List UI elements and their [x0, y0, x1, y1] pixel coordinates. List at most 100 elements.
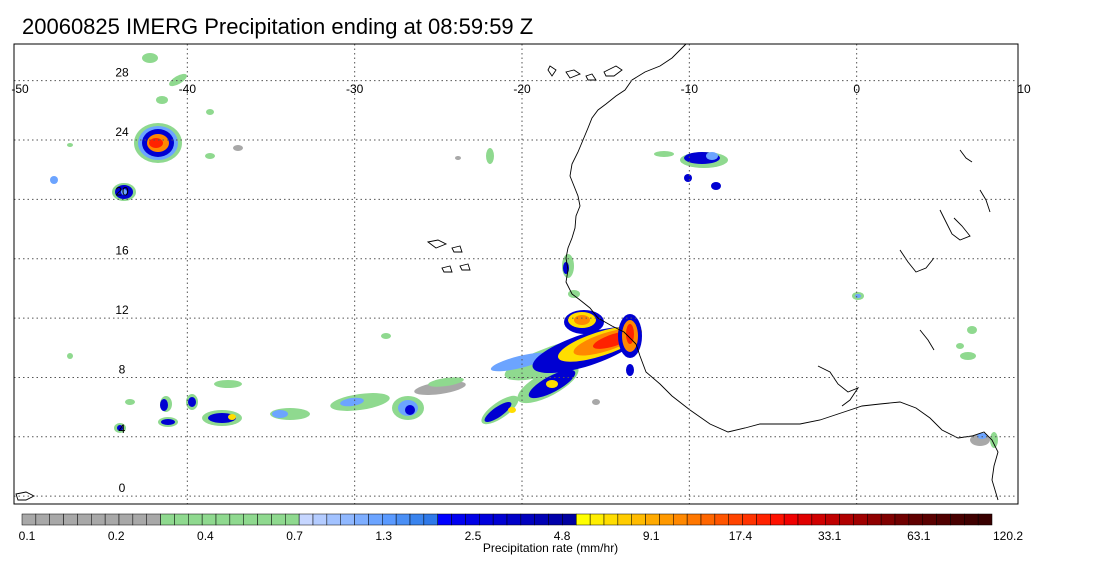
colorbar-box — [312, 513, 328, 526]
precip-cell — [161, 419, 175, 425]
colorbar-box — [867, 513, 882, 526]
precip-cell — [121, 189, 127, 195]
precip-cell — [233, 145, 243, 151]
precip-cell — [960, 352, 976, 360]
lon-tick-label: -10 — [681, 82, 699, 96]
colorbar-box — [728, 513, 743, 526]
colorbar-box — [880, 513, 896, 526]
coastline — [459, 263, 471, 271]
coastline — [959, 149, 973, 163]
colorbar-box — [534, 513, 549, 526]
colorbar-box — [160, 513, 175, 526]
colorbar-label: 2.5 — [465, 529, 482, 543]
colorbar-box — [908, 513, 923, 526]
colorbar-box — [354, 513, 369, 526]
colorbar-box — [340, 513, 355, 526]
colorbar-box — [21, 513, 37, 526]
precip-cell — [967, 326, 977, 334]
coastline — [979, 189, 991, 213]
coastline — [585, 73, 597, 81]
precip-cell — [214, 380, 242, 388]
lon-tick-label: -40 — [179, 82, 197, 96]
coastline — [441, 265, 453, 273]
colorbar-label: 63.1 — [907, 529, 931, 543]
colorbar-box — [673, 513, 688, 526]
precip-cell — [592, 399, 600, 405]
colorbar-box — [977, 513, 993, 526]
precipitation-layer — [50, 53, 998, 448]
precip-cell — [428, 377, 464, 387]
precip-cell — [160, 399, 168, 411]
precip-cell — [272, 410, 288, 418]
colorbar-box — [770, 513, 785, 526]
colorbar-box — [257, 513, 272, 526]
coastline — [451, 245, 463, 253]
colorbar-label: 0.2 — [108, 529, 125, 543]
precip-cell — [706, 152, 718, 160]
precip-cell — [956, 343, 964, 349]
precip-cell — [711, 182, 721, 190]
colorbar-box — [964, 513, 979, 526]
coastline-layer — [15, 43, 999, 501]
coastline — [547, 65, 557, 77]
colorbar-label: 9.1 — [643, 529, 660, 543]
colorbar-box — [104, 513, 120, 526]
colorbar-box — [714, 513, 729, 526]
lon-tick-label: -20 — [513, 82, 531, 96]
colorbar-box — [298, 513, 314, 526]
lon-tick-label: -50 — [11, 82, 29, 96]
colorbar-label: 1.3 — [375, 529, 392, 543]
colorbar-box — [811, 513, 826, 526]
colorbar-box — [132, 513, 147, 526]
colorbar-box — [506, 513, 522, 526]
colorbar-box — [853, 513, 868, 526]
coastline — [603, 65, 623, 77]
precip-cell — [455, 156, 461, 160]
precip-cell — [508, 407, 516, 413]
colorbar-box — [797, 513, 813, 526]
colorbar-label: 33.1 — [818, 529, 842, 543]
coastline — [15, 491, 36, 501]
colorbar-box — [700, 513, 716, 526]
colorbar-box — [825, 513, 840, 526]
colorbar-boxes — [21, 513, 993, 526]
colorbar-box — [922, 513, 937, 526]
precip-cell — [206, 109, 214, 115]
colorbar-box — [520, 513, 535, 526]
colorbar-box — [756, 513, 771, 526]
lon-tick-label: 10 — [1017, 82, 1031, 96]
precip-cell — [228, 414, 236, 420]
precip-cell — [405, 405, 415, 415]
precip-cell — [684, 174, 692, 182]
precip-cell — [169, 73, 187, 87]
colorbar-box — [118, 513, 134, 526]
colorbar-box — [395, 513, 411, 526]
colorbar-box — [950, 513, 965, 526]
colorbar-box — [631, 513, 646, 526]
lat-tick-label: 4 — [119, 422, 126, 436]
precip-cell — [490, 352, 550, 372]
grid-lines — [14, 44, 1018, 504]
coastline — [817, 365, 860, 407]
precip-cell — [340, 397, 364, 407]
colorbar-box — [603, 513, 619, 526]
colorbar-box — [686, 513, 702, 526]
precip-cell — [125, 399, 135, 405]
lat-tick-label: 28 — [115, 66, 129, 80]
colorbar-labels: 0.1 0.2 0.4 0.7 1.3 2.5 4.8 9.1 17.4 33.1 63.1 120.… — [19, 529, 1024, 543]
map-frame — [13, 43, 1019, 505]
colorbar-box — [271, 513, 286, 526]
colorbar-box — [326, 513, 341, 526]
precip-cell — [484, 401, 512, 423]
lat-tick-label: 20 — [115, 184, 129, 198]
lon-tick-label: -30 — [346, 82, 364, 96]
precip-cell — [67, 353, 73, 359]
colorbar-box — [589, 513, 605, 526]
colorbar-label: 17.4 — [729, 529, 753, 543]
precip-cell — [626, 364, 634, 376]
colorbar-label: 0.4 — [197, 529, 214, 543]
lat-tick-label: 8 — [119, 362, 126, 376]
colorbar-box — [35, 513, 50, 526]
